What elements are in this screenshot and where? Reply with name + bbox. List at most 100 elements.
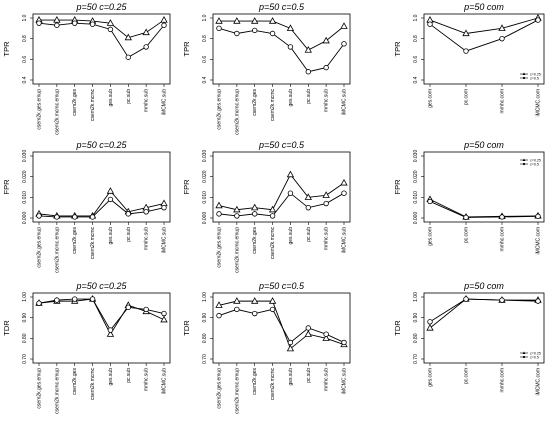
circle-marker — [54, 214, 60, 220]
circle-marker — [143, 306, 149, 313]
x-tick-label: iMCMC.sub — [342, 368, 348, 394]
circle-marker — [252, 27, 258, 34]
series-line — [429, 17, 539, 34]
circle-marker — [234, 306, 240, 313]
circle-marker — [341, 339, 347, 346]
x-tick-label: mmhc.com — [500, 227, 506, 251]
circle-marker — [161, 310, 167, 317]
x-tick-label: pc.com — [464, 227, 470, 243]
x-tick-label: mmhc.sub — [324, 368, 330, 391]
y-tick-label: 0.90 — [202, 313, 208, 323]
y-tick-label: 0.4 — [22, 76, 28, 83]
y-tick-label: 0.80 — [413, 333, 419, 343]
circle-marker — [323, 331, 329, 337]
y-tick-label: 0.000 — [202, 212, 208, 225]
x-tick-label: mmhc.com — [500, 368, 506, 392]
triangle-marker — [340, 178, 348, 186]
x-tick-label: mmhc.sub — [324, 227, 330, 250]
circle-marker — [36, 213, 42, 219]
y-axis-label: TPR — [393, 41, 402, 57]
circle-marker — [427, 198, 433, 205]
plot-frame — [423, 151, 545, 223]
legend-triangle-marker — [522, 72, 526, 75]
series-line — [39, 19, 165, 39]
circle-marker — [535, 213, 541, 220]
x-tick-label: ges.sub — [288, 89, 294, 107]
circle-marker — [72, 296, 78, 302]
x-tick-label: iMCMC.sub — [162, 227, 168, 253]
circle-marker — [107, 327, 114, 333]
triangle-marker — [322, 36, 330, 44]
triangle-marker — [251, 203, 259, 211]
y-tick-label: 0.020 — [22, 170, 28, 183]
triangle-marker — [286, 24, 295, 31]
x-tick-label: csem2k.ges — [252, 227, 258, 254]
triangle-marker — [304, 330, 312, 337]
series-line — [429, 201, 539, 218]
y-tick-label: 0.8 — [202, 35, 208, 42]
series-line — [38, 198, 165, 218]
chart-panel: p=50 c=0.5 TPR 0.4 0.6 0.8 1.0 csem2k.ges.emup… — [182, 2, 351, 135]
legend-label: c=0.25 — [530, 72, 541, 76]
triangle-marker — [322, 334, 330, 341]
chart-panel: p=50 c=0.5 TDR 0.70 0.80 0.90 1.00 csem2k.ges.… — [182, 281, 351, 414]
x-tick-label: ges.com — [428, 368, 434, 387]
circle-marker — [499, 35, 505, 42]
circle-marker — [72, 214, 78, 220]
plot-frame — [212, 151, 351, 223]
circle-marker — [535, 17, 541, 23]
circle-marker — [143, 209, 149, 215]
y-tick-label: 1.0 — [22, 14, 28, 21]
triangle-marker — [233, 205, 241, 213]
x-tick-label: csem2k.mcmc — [270, 89, 276, 121]
x-tick-label: csem2k.mcmc.emup — [54, 89, 60, 135]
y-tick-label: 0.90 — [22, 313, 28, 323]
triangle-marker — [268, 205, 277, 213]
legend-label: c=0.25 — [530, 158, 541, 162]
y-tick-label: 0.030 — [22, 150, 28, 163]
chart-panel: p=50 c=0.5 FPR 0.000 0.010 0.020 0.030 csem2k.… — [182, 140, 351, 273]
x-tick-label: csem2k.ges — [252, 368, 258, 395]
circle-marker — [125, 304, 131, 311]
triangle-marker — [53, 16, 61, 23]
x-tick-label: csem2k.mcmc — [90, 227, 96, 259]
circle-marker — [143, 44, 149, 50]
x-tick-label: ges.sub — [108, 227, 114, 245]
x-tick-label: ges.sub — [288, 368, 294, 386]
y-tick-label: 0.90 — [413, 313, 419, 323]
y-axis-label: TDR — [2, 320, 11, 336]
chart-title: p=50 c=0.25 — [75, 140, 127, 150]
circle-marker — [287, 190, 294, 196]
y-tick-label: 0.6 — [202, 56, 208, 63]
circle-marker — [499, 214, 505, 220]
triangle-marker — [340, 22, 348, 29]
x-tick-label: csem2k.mcmc — [90, 89, 96, 121]
circle-marker — [323, 200, 329, 207]
x-tick-label: mmhc.sub — [144, 368, 150, 391]
triangle-marker — [498, 24, 506, 31]
y-tick-label: 0.80 — [22, 333, 28, 343]
x-tick-label: pc.sub — [306, 227, 312, 242]
y-axis-label: TPR — [2, 41, 11, 57]
y-tick-label: 0.010 — [413, 191, 419, 204]
y-tick-label: 0.4 — [202, 76, 208, 83]
circle-marker — [216, 312, 222, 319]
y-tick-label: 1.0 — [202, 14, 208, 21]
circle-marker — [161, 204, 167, 211]
chart-panel: p=50 com TPR 0.4 0.6 0.8 1.0 ges.com pc.com mmhc… — [393, 2, 545, 117]
triangle-marker — [268, 17, 277, 24]
x-tick-label: pc.com — [464, 368, 470, 384]
chart-title: p=50 com — [463, 140, 504, 150]
chart-panel: p=50 c=0.25 TPR 0.4 0.6 0.8 1.0 csem2k.ges.emu… — [2, 2, 171, 135]
y-tick-label: 0.8 — [413, 35, 419, 42]
series-line — [429, 19, 539, 52]
y-tick-label: 0.000 — [22, 212, 28, 225]
triangle-marker — [251, 17, 259, 24]
circle-marker — [287, 44, 294, 50]
x-tick-label: pc.sub — [126, 89, 132, 104]
x-tick-label: iMCMC.sub — [342, 227, 348, 253]
y-tick-label: 0.020 — [202, 170, 208, 183]
y-tick-label: 0.030 — [202, 150, 208, 163]
x-tick-label: csem2k.ges.emup — [217, 89, 223, 130]
circle-marker — [107, 196, 114, 203]
